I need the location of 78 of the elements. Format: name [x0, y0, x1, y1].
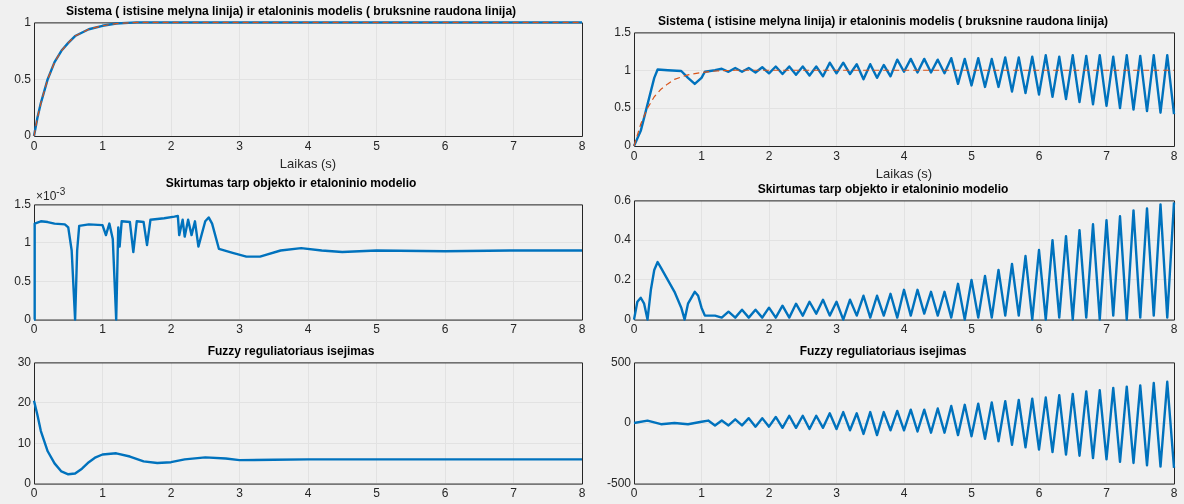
x-tick-label: 8: [1170, 322, 1178, 337]
x-axis-title: Laikas (s): [875, 165, 933, 181]
chart-title: Sistema ( istisine melyna linija) ir etaloninis modelis ( bruksnine raudona linija): [657, 13, 1109, 28]
x-tick-label: 1: [99, 322, 107, 337]
x-tick-label: 4: [900, 322, 908, 337]
y-tick-label: 0.5: [14, 273, 32, 288]
x-tick-label: 6: [1035, 148, 1043, 163]
x-tick-label: 1: [698, 148, 706, 163]
y-tick-label: 0: [24, 311, 32, 326]
x-tick-label: 7: [510, 138, 518, 153]
y-tick-label: 1: [24, 235, 32, 250]
y-tick-label: 0.6: [614, 192, 632, 207]
x-tick-label: 3: [236, 322, 244, 337]
y-tick-label: -500: [606, 475, 632, 490]
x-tick-label: 5: [373, 486, 381, 501]
chart-title: Skirtumas tarp objekto ir etaloninio modelio: [757, 181, 1009, 196]
chart-title: Fuzzy reguliatoriaus isejimas: [207, 343, 375, 358]
x-tick-label: 2: [167, 322, 175, 337]
y-tick-label: 30: [17, 354, 32, 369]
x-tick-label: 2: [167, 486, 175, 501]
y-tick-label: 1.5: [614, 24, 632, 39]
x-tick-label: 6: [441, 486, 449, 501]
x-tick-label: 3: [236, 138, 244, 153]
x-tick-label: 8: [578, 486, 586, 501]
y-tick-label: 1: [24, 14, 32, 29]
x-tick-label: 1: [698, 322, 706, 337]
y-tick-label: 0: [624, 311, 632, 326]
x-tick-label: 7: [1103, 148, 1111, 163]
x-tick-label: 6: [1035, 486, 1043, 501]
y-tick-label: 20: [17, 395, 32, 410]
x-tick-label: 4: [900, 486, 908, 501]
y-tick-label: 1: [624, 62, 632, 77]
y-tick-label: 500: [610, 354, 632, 369]
x-tick-label: 4: [900, 148, 908, 163]
x-tick-label: 8: [1170, 148, 1178, 163]
x-tick-label: 3: [833, 322, 841, 337]
x-tick-label: 8: [578, 322, 586, 337]
x-tick-label: 7: [510, 322, 518, 337]
x-tick-label: 6: [441, 322, 449, 337]
x-tick-label: 7: [1103, 486, 1111, 501]
y-tick-label: 0.2: [614, 272, 632, 287]
y-tick-label: 10: [17, 435, 32, 450]
x-tick-label: 8: [1170, 486, 1178, 501]
x-tick-label: 2: [765, 322, 773, 337]
x-tick-label: 3: [833, 486, 841, 501]
x-tick-label: 4: [304, 486, 312, 501]
x-tick-label: 4: [304, 138, 312, 153]
chart-title: Fuzzy reguliatoriaus isejimas: [799, 343, 967, 358]
x-tick-label: 5: [968, 486, 976, 501]
x-tick-label: 3: [236, 486, 244, 501]
x-tick-label: 5: [968, 148, 976, 163]
y-tick-label: 0: [24, 475, 32, 490]
x-tick-label: 7: [1103, 322, 1111, 337]
y-tick-label: 0.5: [14, 71, 32, 86]
line-series: [633, 69, 1175, 147]
y-tick-label: 1.5: [14, 196, 32, 211]
x-tick-label: 4: [304, 322, 312, 337]
y-tick-label: 0.4: [614, 232, 632, 247]
chart-title: Skirtumas tarp objekto ir etaloninio modelio: [165, 175, 417, 190]
x-axis-title: Laikas (s): [279, 155, 337, 171]
x-tick-label: 5: [968, 322, 976, 337]
x-tick-label: 6: [1035, 322, 1043, 337]
x-tick-label: 8: [578, 138, 586, 153]
x-tick-label: 5: [373, 138, 381, 153]
x-tick-label: 5: [373, 322, 381, 337]
x-tick-label: 3: [833, 148, 841, 163]
x-tick-label: 1: [99, 486, 107, 501]
x-tick-label: 7: [510, 486, 518, 501]
y-tick-label: 0: [624, 415, 632, 430]
x-tick-label: 6: [441, 138, 449, 153]
x-tick-label: 2: [167, 138, 175, 153]
x-tick-label: 2: [765, 486, 773, 501]
x-tick-label: 1: [99, 138, 107, 153]
x-tick-label: 2: [765, 148, 773, 163]
y-tick-label: 0: [24, 128, 32, 143]
x-tick-label: 1: [698, 486, 706, 501]
chart-title: Sistema ( istisine melyna linija) ir etaloninis modelis ( bruksnine raudona linija): [65, 3, 517, 18]
y-tick-label: 0.5: [614, 100, 632, 115]
